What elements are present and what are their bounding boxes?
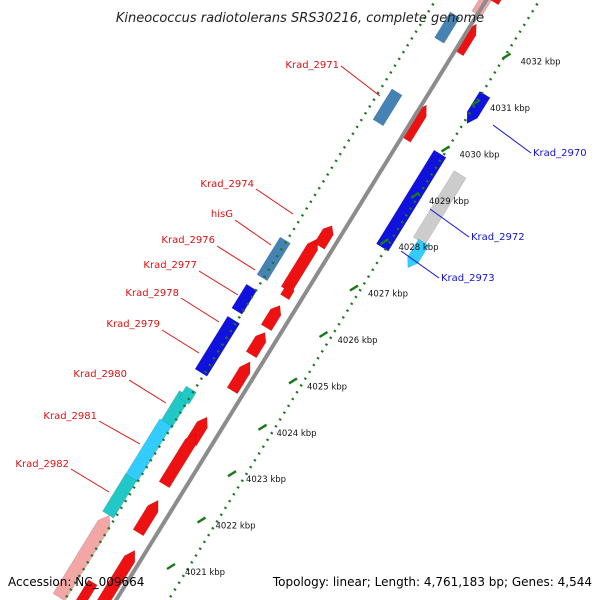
kbp-label: 4030 kbp xyxy=(460,150,500,160)
kbp-label: 4031 kbp xyxy=(490,104,530,114)
gene-label-leader xyxy=(429,208,470,238)
gene-feature xyxy=(279,284,295,301)
kbp-scale: 4021 kbp 4022 kbp 4023 kbp 4024 kbp 4025 kbp… xyxy=(166,52,561,578)
kbp-label: 4024 kbp xyxy=(277,429,317,439)
gene-feature xyxy=(226,361,251,395)
gene-label: Krad_2979 xyxy=(106,319,160,330)
gene-label-leader xyxy=(161,329,200,354)
kbp-tick xyxy=(196,516,207,524)
gene-label: hisG xyxy=(211,209,233,220)
kbp-tick xyxy=(318,330,329,339)
gene-label-leader xyxy=(180,297,220,323)
gene-feature xyxy=(434,11,461,44)
kbp-tick xyxy=(257,423,268,431)
gene-label-leader xyxy=(216,245,256,271)
genome-info-text: Topology: linear; Length: 4,761,183 bp; … xyxy=(272,575,592,589)
kbp-tick xyxy=(379,238,390,246)
kbp-tick xyxy=(288,377,298,385)
gene-label-leader xyxy=(98,420,141,445)
gene-label: Krad_2978 xyxy=(125,288,179,299)
gene-label: Krad_2977 xyxy=(143,260,197,271)
gene-feature xyxy=(313,225,334,250)
gene-feature xyxy=(194,315,241,377)
gene-label-group: Krad_2971 Krad_2974 hisG Krad_2976 Krad_2977… xyxy=(15,60,587,493)
gene-label-leader xyxy=(492,124,532,154)
gene-label: Krad_2981 xyxy=(43,411,97,422)
kbp-tick xyxy=(501,52,512,60)
gene-label-leader xyxy=(340,65,381,97)
genome-backbone xyxy=(113,0,489,600)
kbp-label: 4027 kbp xyxy=(368,290,408,300)
gene-label-leader xyxy=(128,379,167,404)
gene-feature xyxy=(466,90,491,124)
gene-feature xyxy=(158,433,197,489)
kbp-label: 4026 kbp xyxy=(338,336,378,346)
gene-feature xyxy=(372,88,403,127)
gene-feature xyxy=(245,332,267,359)
kbp-label: 4021 kbp xyxy=(185,568,225,578)
gene-label-leader xyxy=(234,219,272,246)
gene-feature xyxy=(102,473,138,519)
kbp-tick xyxy=(440,145,451,153)
gene-label: Krad_2973 xyxy=(441,273,495,284)
gene-label-leader xyxy=(255,188,294,215)
genome-backbone-line xyxy=(113,0,489,600)
kbp-tick xyxy=(410,191,420,199)
gene-label: Krad_2974 xyxy=(200,179,254,190)
gene-features xyxy=(52,0,502,600)
gene-feature xyxy=(96,549,136,600)
gene-feature xyxy=(178,385,197,405)
gene-feature xyxy=(132,499,159,537)
map-title: Kineococcus radiotolerans SRS30216, comp… xyxy=(116,11,484,26)
gene-label: Krad_2976 xyxy=(161,235,215,246)
kbp-tick xyxy=(471,98,481,107)
kbp-label: 4022 kbp xyxy=(216,522,256,532)
kbp-label: 4028 kbp xyxy=(399,243,439,253)
gene-label-leader xyxy=(198,270,239,296)
kbp-label: 4032 kbp xyxy=(521,58,561,68)
kbp-label: 4025 kbp xyxy=(307,382,347,392)
gene-label-leader xyxy=(400,250,440,279)
gene-label: Krad_2972 xyxy=(471,232,525,243)
gene-label-leader xyxy=(70,468,110,493)
gene-feature xyxy=(489,0,502,6)
gene-feature xyxy=(256,236,291,282)
kbp-tick xyxy=(349,284,359,292)
gene-feature xyxy=(375,149,447,252)
accession-text: Accession: NC_009664 xyxy=(8,575,144,589)
kbp-tick xyxy=(166,562,176,571)
gene-feature xyxy=(407,238,430,269)
gene-feature xyxy=(260,305,282,332)
kbp-label: 4029 kbp xyxy=(429,197,469,207)
gene-label: Krad_2971 xyxy=(285,60,339,71)
gene-label: Krad_2980 xyxy=(73,369,127,380)
gene-label: Krad_2982 xyxy=(15,459,69,470)
kbp-tick xyxy=(227,470,237,478)
kbp-label: 4023 kbp xyxy=(246,475,286,485)
gene-label: Krad_2970 xyxy=(533,148,587,159)
gene-feature xyxy=(75,579,98,600)
